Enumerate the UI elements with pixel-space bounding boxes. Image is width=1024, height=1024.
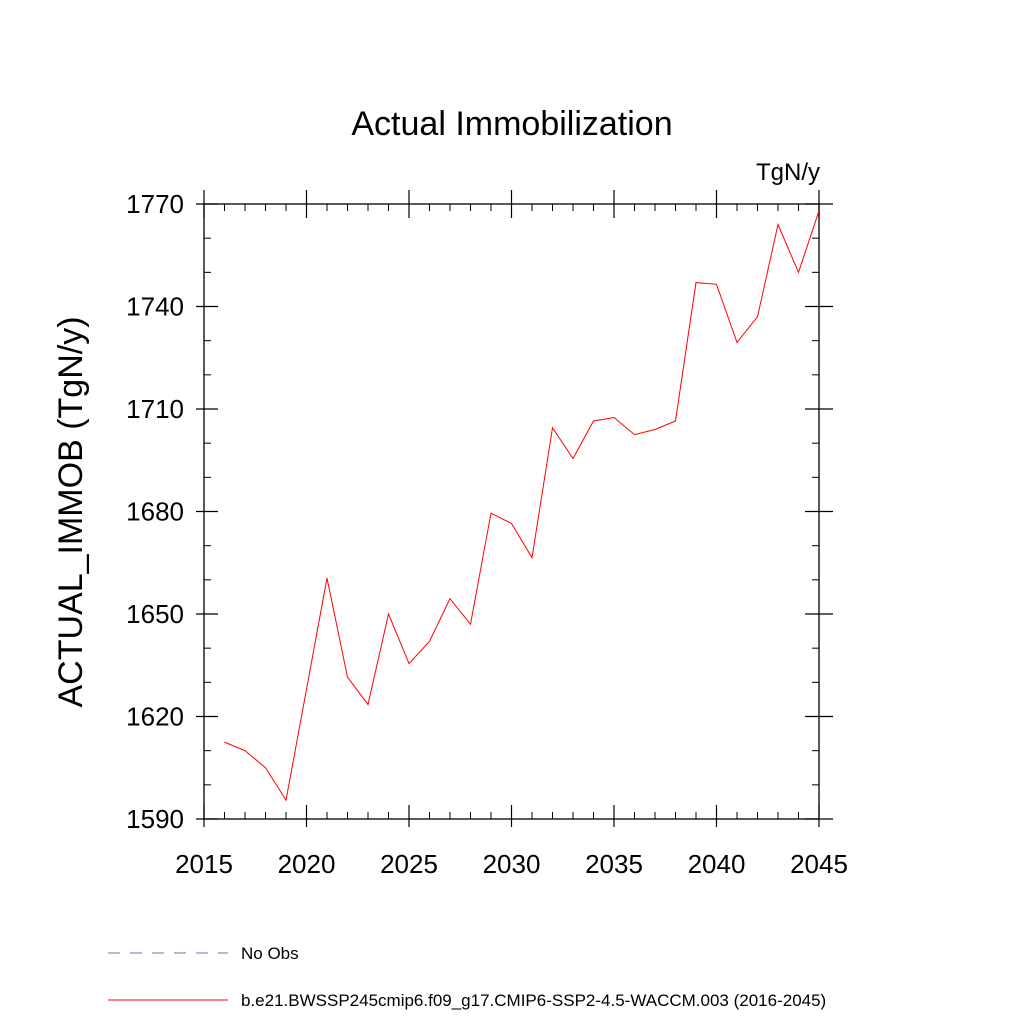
y-tick-label: 1740 — [126, 292, 184, 322]
y-tick-label: 1680 — [126, 497, 184, 527]
legend-label-0: No Obs — [241, 944, 299, 963]
units-label: TgN/y — [756, 159, 820, 186]
x-tick-label: 2015 — [175, 849, 233, 879]
plot-frame — [203, 203, 820, 820]
axes: 2015 2020 2025 2030 2035 2040 2045 1590 1620 1650… — [126, 189, 848, 879]
legend: No Obs b.e21.BWSSP245cmip6.f09_g17.CMIP6-… — [108, 944, 826, 1010]
series-line-0 — [224, 210, 820, 802]
x-tick-label: 2025 — [380, 849, 438, 879]
x-tick-label: 2045 — [790, 849, 848, 879]
x-tick-label: 2030 — [483, 849, 541, 879]
y-tick-label: 1770 — [126, 189, 184, 219]
y-tick-label: 1620 — [126, 702, 184, 732]
series-layer — [224, 210, 820, 802]
y-tick-label: 1590 — [126, 804, 184, 834]
x-tick-label: 2040 — [688, 849, 746, 879]
y-axis-label: ACTUAL_IMMOB (TgN/y) — [52, 316, 90, 707]
legend-label-1: b.e21.BWSSP245cmip6.f09_g17.CMIP6-SSP2-4… — [241, 991, 826, 1010]
y-tick-label: 1710 — [126, 394, 184, 424]
x-tick-label: 2035 — [585, 849, 643, 879]
x-tick-label: 2020 — [278, 849, 336, 879]
y-tick-label: 1650 — [126, 599, 184, 629]
chart-title: Actual Immobilization — [351, 105, 672, 143]
